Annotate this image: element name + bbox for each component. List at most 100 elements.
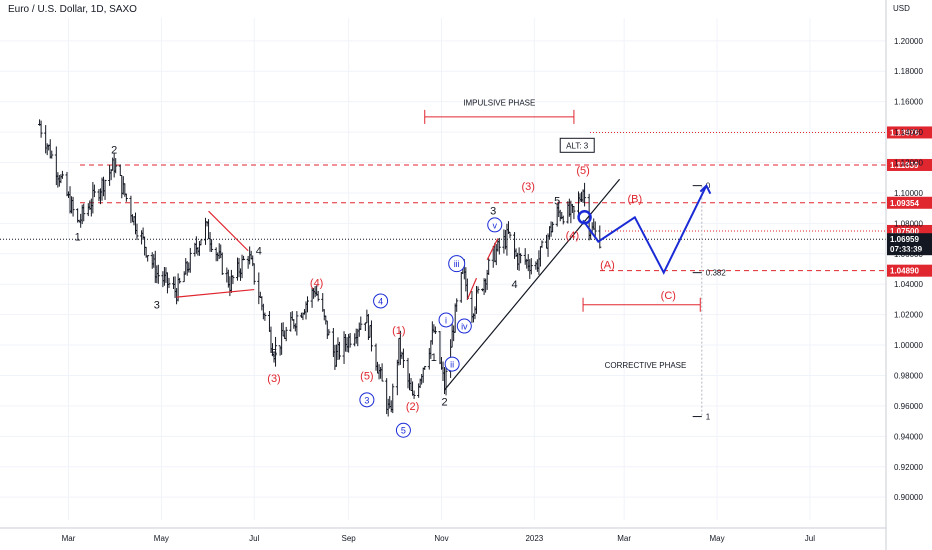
ohlc-bar [598,225,602,249]
ohlc-bar [508,231,512,239]
price-level-tag-text: 1.13976 [890,128,919,137]
wave-label: 5 [401,426,406,436]
wave-label: (1) [392,325,405,337]
x-tick-label: Nov [434,534,448,543]
ohlc-bar [60,170,64,179]
x-tick-label: Jul [249,534,259,543]
ohlc-bar [369,320,373,352]
ohlc-bar [359,316,363,330]
y-tick-label: 0.90000 [894,493,923,502]
ohlc-bar [284,326,288,342]
wave-label-circle [487,217,503,233]
ohlc-bar [391,383,395,414]
wave-label-circle [438,312,454,328]
ohlc-bar [380,363,384,382]
ohlc-bar [348,333,352,348]
wave-label: (5) [576,165,589,177]
y-tick-label: 0.96000 [894,402,923,411]
x-tick-label: 2023 [525,534,543,543]
wave-label: (3) [522,181,535,193]
wave-label: (B) [627,193,642,205]
ohlc-bar [363,322,367,332]
ohlc-bar [321,293,325,312]
ohlc-bar [593,221,597,237]
ohlc-bar [459,272,463,303]
wave-label: 2 [111,145,117,157]
wave-label-circle [395,422,411,438]
fib-level-label: 0.382 [706,269,727,278]
y-tick-label: 1.00000 [894,341,923,350]
price-level-tag [887,196,932,209]
ohlc-bar [199,239,203,246]
y-tick-label: 1.06000 [894,250,923,259]
price-level-tag [887,126,932,139]
ohlc-bar [135,223,139,241]
ohlc-bar [274,336,278,367]
wave-label-circle [359,392,375,408]
ohlc-bar [572,205,576,220]
wedge-line-upper [208,210,249,252]
y-tick-label: 1.18000 [894,67,923,76]
y-tick-label: 1.08000 [894,219,923,228]
ohlc-bar [263,312,267,321]
x-tick-label: Mar [617,534,631,543]
ohlc-bar [124,193,128,202]
y-tick-label: 1.02000 [894,311,923,320]
ohlc-bars-layer [38,119,602,417]
wave-label: ii [450,360,454,370]
grid-layer [0,18,886,520]
ohlc-bar [316,290,320,302]
ohlc-bar [50,150,54,159]
last-price-tag-text: 1.06959 [890,235,919,244]
wave-label: (4) [566,230,579,242]
chart-title: Euro / U.S. Dollar, 1D, SAXO [8,4,137,15]
ohlc-bar [242,255,246,261]
ohlc-bar [519,253,523,264]
x-tick-label: May [154,534,169,543]
ohlc-bar [551,221,555,233]
fib-level-label: 0 [706,182,711,191]
x-tick-label: Mar [62,534,76,543]
wave-label: (A) [600,259,615,271]
x-tick-label: Jul [805,534,815,543]
ohlc-bar [167,277,171,289]
wave-label: 5 [554,196,560,208]
retest-marker [577,210,592,225]
wave-label: v [493,220,498,230]
y-tick-label: 0.94000 [894,432,923,441]
last-price-tag [887,233,932,256]
wave-labels-layer: 21345(3)(4)(5)345(1)(2)12iiiiiiivv34(3)5… [75,145,676,438]
x-tick-label: May [709,534,724,543]
ohlc-bar [178,277,182,284]
wave-label: 4 [511,279,517,291]
price-level-tag [887,158,932,171]
currency-label: USD [893,4,910,13]
ohlc-bar [529,258,533,275]
price-level-tag-text: 1.09354 [890,199,919,208]
ohlc-bar [487,258,491,275]
wedge-line-lower [176,288,255,298]
y-tick-label: 1.10000 [894,189,923,198]
ohlc-bar [92,184,96,198]
wave-label: 2 [441,396,447,408]
price-level-tag-text: 1.04890 [890,267,919,276]
y-tick-label: 0.92000 [894,463,923,472]
ohlc-bar [231,275,235,285]
wave-label: 3 [490,205,496,217]
y-tick-label: 1.20000 [894,37,923,46]
ohlc-bar [252,263,256,285]
price-level-tag [887,264,932,277]
projection-arrowhead [699,183,712,195]
ohlc-bar [476,286,480,294]
ohlc-bar [412,390,416,399]
wave-label: 1 [75,231,81,243]
wave-label-circle [448,255,466,273]
ohlc-bar [118,164,122,176]
wave-label: iv [461,322,468,332]
ohlc-bar [103,179,107,200]
wave-label: 3 [154,300,160,312]
ohlc-bar [39,120,43,138]
projection-path [582,185,708,275]
y-tick-label: 1.14000 [894,128,923,137]
